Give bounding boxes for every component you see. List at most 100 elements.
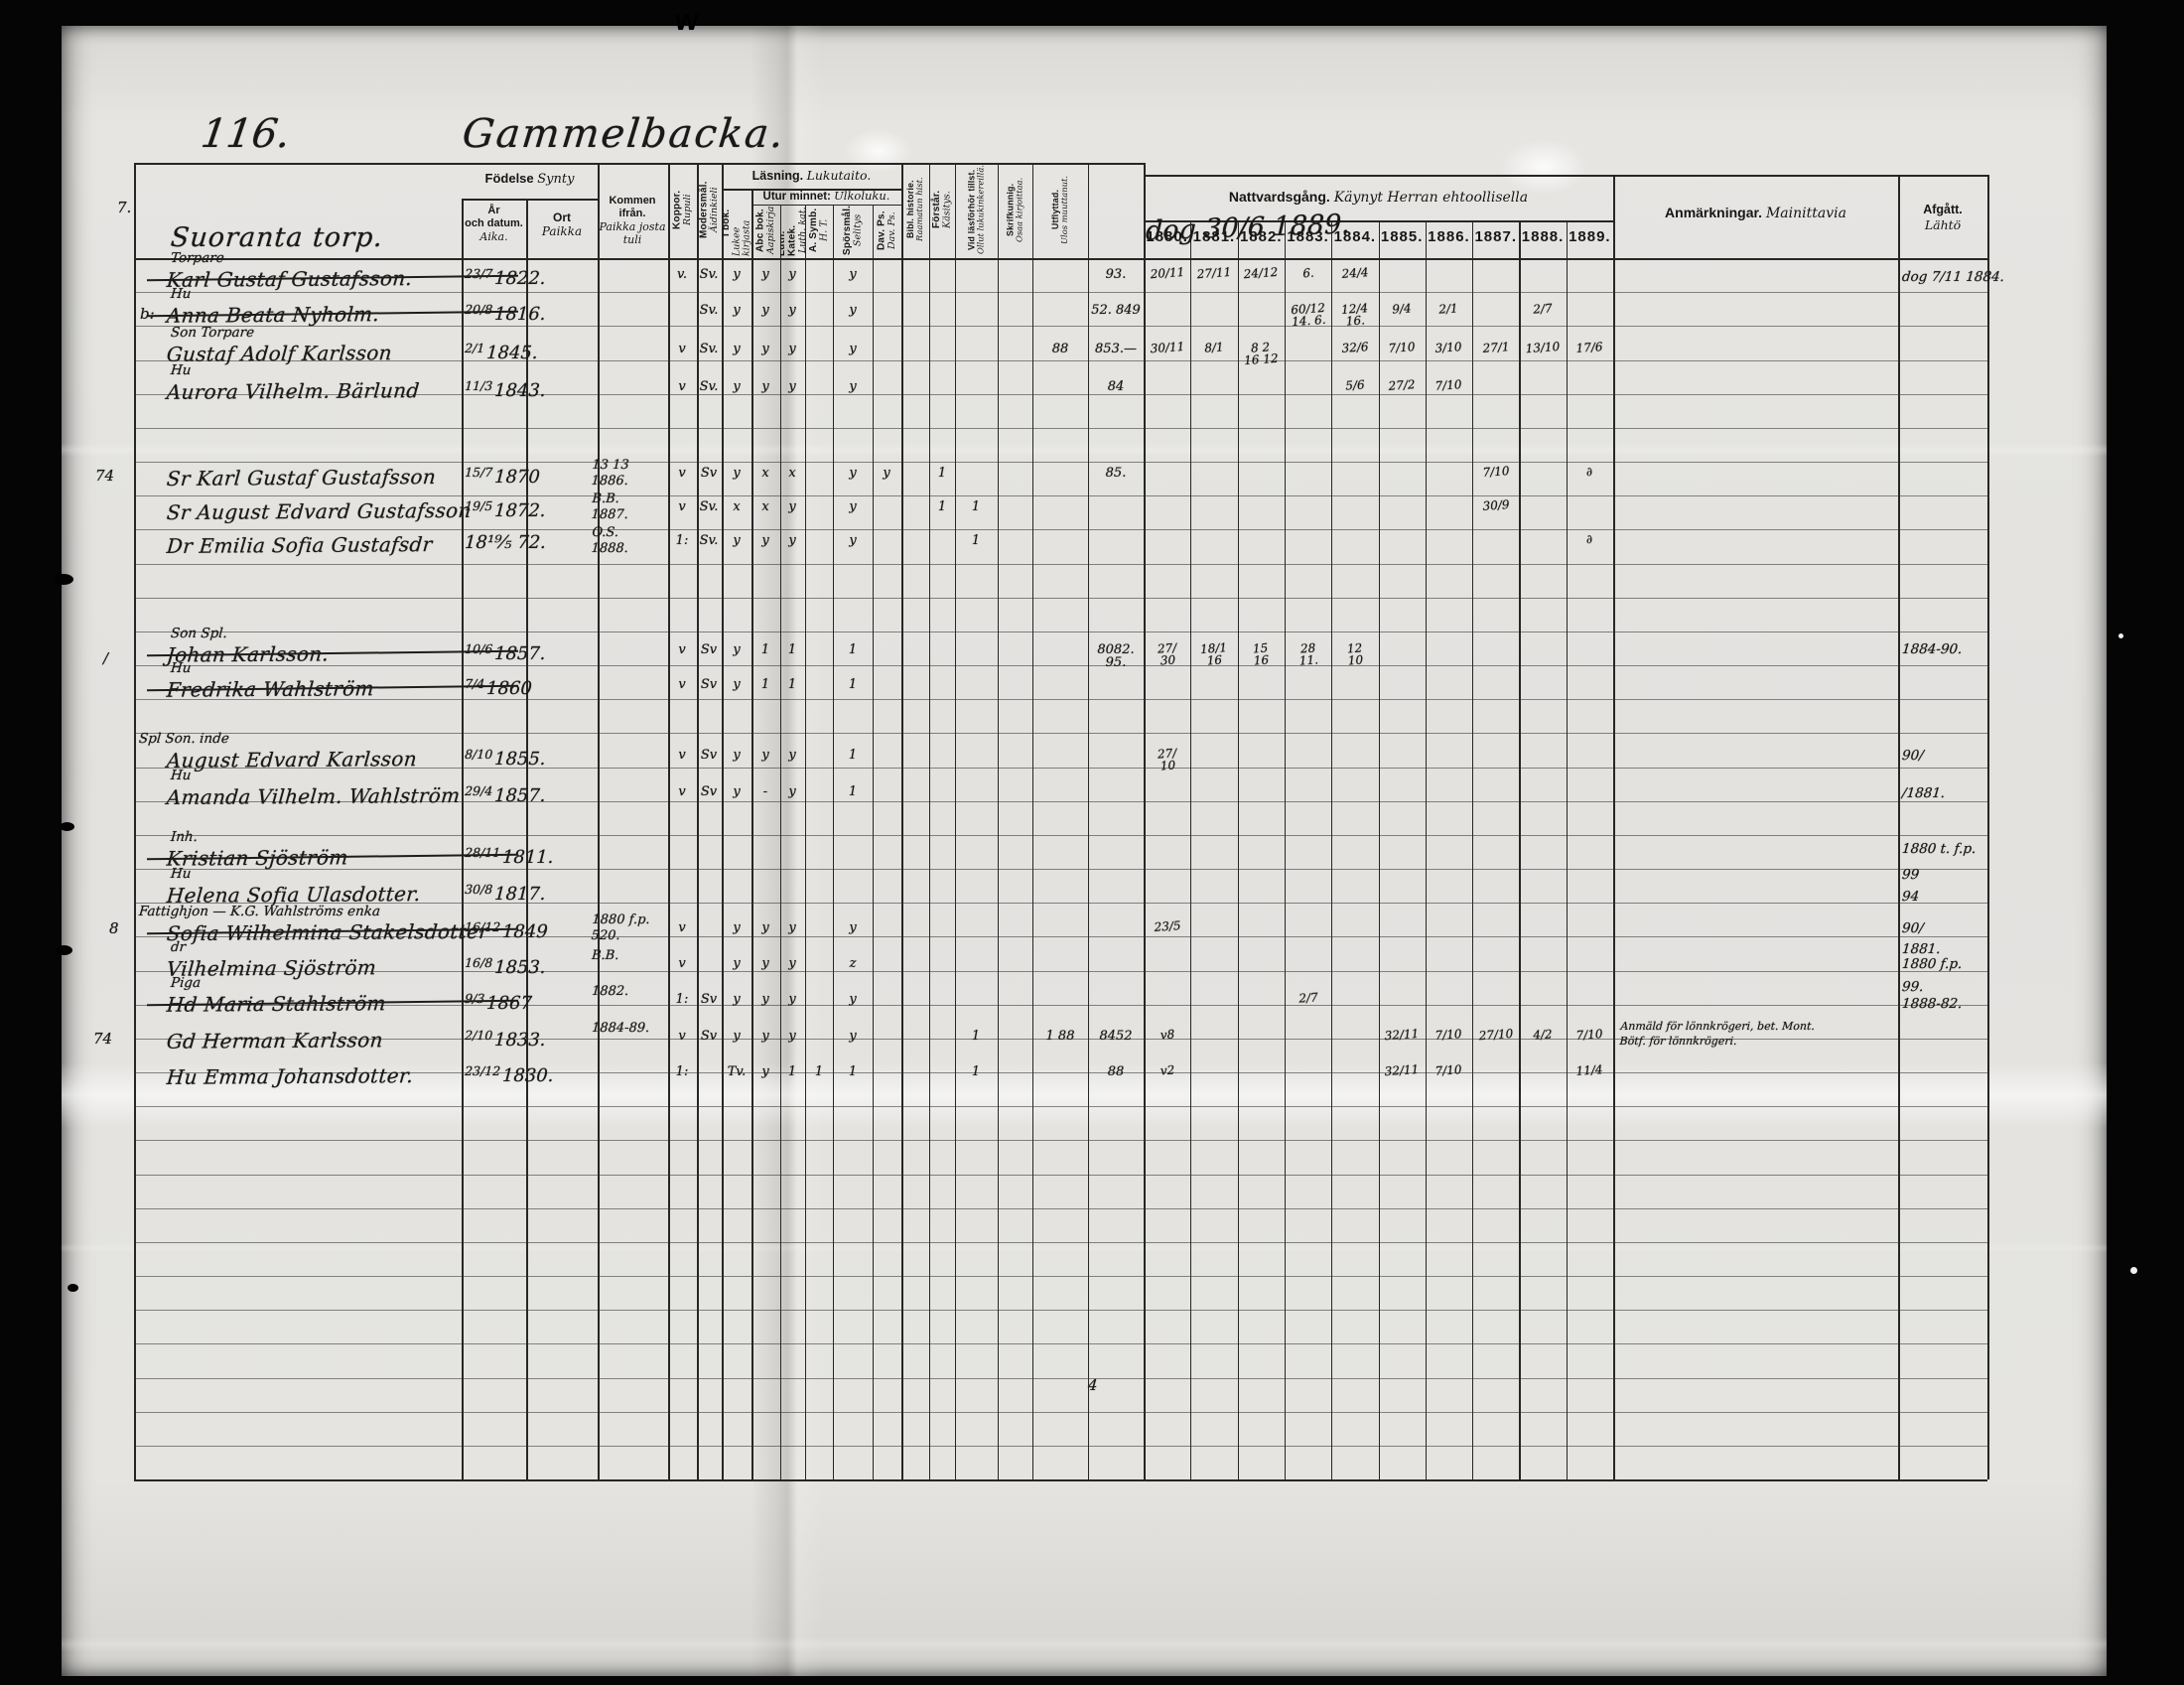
ruled-line [134,326,1987,328]
entry-came-from: 1884-89. [591,1021,650,1037]
reading-mark: y [883,465,890,481]
communion-mark: 17/6 [1575,340,1604,356]
birthdate-year: 1857. [493,785,547,807]
departed-note: 1884-90. [1901,640,1964,657]
group-header-communion: Nattvardsgång. Käynyt Herran ehtoollisel… [1144,189,1613,206]
grid-line-horizontal [1144,175,1987,177]
ruled-line [134,936,1987,938]
reading-mark: y [788,302,796,318]
reading-mark: Sv. [699,302,719,318]
communion-mark: 32/11 [1384,1026,1420,1044]
reading-mark: 1 [937,499,947,515]
entry-birthdate: 30/81817. [464,882,546,905]
col-header-birthplace: Ort Paikka [526,211,598,238]
reading-mark: 1 [937,465,947,481]
reading-mark: y [849,533,857,549]
entry-name: Gustaf Adolf Karlsson [165,341,393,366]
grid-line-vertical [955,163,957,1479]
reading-mark: 88 [1051,342,1069,357]
reading-mark: v [678,677,686,693]
birthdate-year: 18¹⁹⁄₅ 72. [464,532,547,554]
col-header-luth: Luth. Katek. Luth. kat. [780,205,805,256]
reading-mark: Sv [700,747,718,763]
reading-mark: 1 [760,641,770,657]
grid-line-vertical [873,205,875,1479]
label-fi: Raamatun hist. [914,177,925,242]
ruled-line [134,1377,1987,1379]
label-sv: och datum. [465,217,523,229]
birthdate-fraction: 16/12 [464,918,501,934]
label-fi: Aapiskirja [764,206,776,255]
reading-mark: v [678,784,686,800]
remark-note: Anmäld för lönnkrögeri, bet. Mont. Bötf.… [1619,1020,1816,1049]
entry-role: Son Spl. [170,625,228,641]
communion-mark: 60/12 14. 6. [1290,300,1326,330]
reading-mark: y [788,1029,796,1045]
birthdate-year: 1822. [493,268,547,289]
reading-mark: 1 [848,1063,858,1079]
ruled-line [134,427,1987,429]
reading-mark: 1 [971,533,981,549]
reading-mark: z [849,955,857,971]
label-fi: Dav. Ps. [886,211,897,249]
entry-role: Spl Son. inde [138,730,230,747]
grid-line-vertical [1284,220,1287,1479]
group-header-by-heart: Utur minnet: Ulkoluku. [751,189,901,203]
reading-mark: v [678,955,686,971]
grid-line-vertical [1032,163,1034,1479]
departed-note: 1880 t. f.p. [1901,841,1978,858]
reading-mark: x [761,465,769,481]
reading-mark: Sv. [699,267,719,282]
grid-line-vertical [1237,220,1239,1479]
birthdate-year: 1843. [493,379,547,401]
reading-mark: - [762,784,768,800]
entry-name: Sr Karl Gustaf Gustafsson [165,464,438,491]
reading-mark: 1 [971,499,981,515]
reading-mark: y [733,747,741,763]
departed-note: 90/ [1901,920,1925,937]
col-header-bibl: Bibl. historie. Raamatun hist. [901,163,929,256]
film-speck [56,945,72,955]
ink-blot-mark: w [673,4,700,37]
communion-mark: 7/10 [1481,463,1510,480]
year-column-header: 1886. [1428,228,1470,245]
year-column-header: 1881. [1192,228,1236,245]
label-fi: Paikka josta [599,220,666,233]
communion-mark: 23/5 [1153,917,1181,934]
ruled-line [134,733,1987,735]
birthdate-fraction: 7/4 [464,676,485,692]
grid-line-vertical [598,163,600,1479]
entry-role: Torpare [170,250,225,266]
reading-mark: y [788,955,796,971]
section-title: Suoranta torp. [169,222,385,253]
entry-birthdate: 2/101833. [464,1028,546,1051]
grid-line-horizontal [1144,220,1613,222]
departed-note: 1881. [1901,940,1942,957]
communion-mark: 2/7 [1297,989,1318,1006]
communion-mark: 27/2 [1388,376,1417,393]
reading-mark: Sv [700,1029,718,1045]
ruled-line [134,869,1987,871]
label-fi: Lähtö [1924,217,1962,232]
film-speck [68,1284,78,1292]
reading-mark: y [849,499,857,515]
reading-mark: 1: [675,991,689,1007]
label-sv: Utur minnet: [762,191,831,203]
birthdate-year: 1849 [501,920,549,942]
col-header-extra: Utflyttad. Ulos muuttanut. [1032,163,1088,256]
birthdate-fraction: 19/5 [464,498,493,514]
communion-mark: 3/10 [1434,340,1463,356]
col-header-remarks: Anmärkningar. Mainittavia [1613,205,1898,221]
reading-mark: y [733,465,741,481]
label-sv: Nattvardsgång. [1228,189,1330,205]
film-speck [60,822,74,831]
col-header-vidlas: Vid läsförhör tillst. Ollut lukukinkereil… [955,163,998,256]
entry-name: Aurora Vilhelm. Bärlund [165,377,421,404]
entry-name: Amanda Vilhelm. Wahlström [165,783,462,810]
ruled-line [134,462,1987,464]
dust-speck [2118,633,2123,638]
label-fi: Mainittavia [1765,206,1846,221]
communion-mark: 7/10 [1434,1062,1463,1078]
entry-role: Son Torpare [170,325,255,342]
label-fi: Rupuli [681,194,693,225]
